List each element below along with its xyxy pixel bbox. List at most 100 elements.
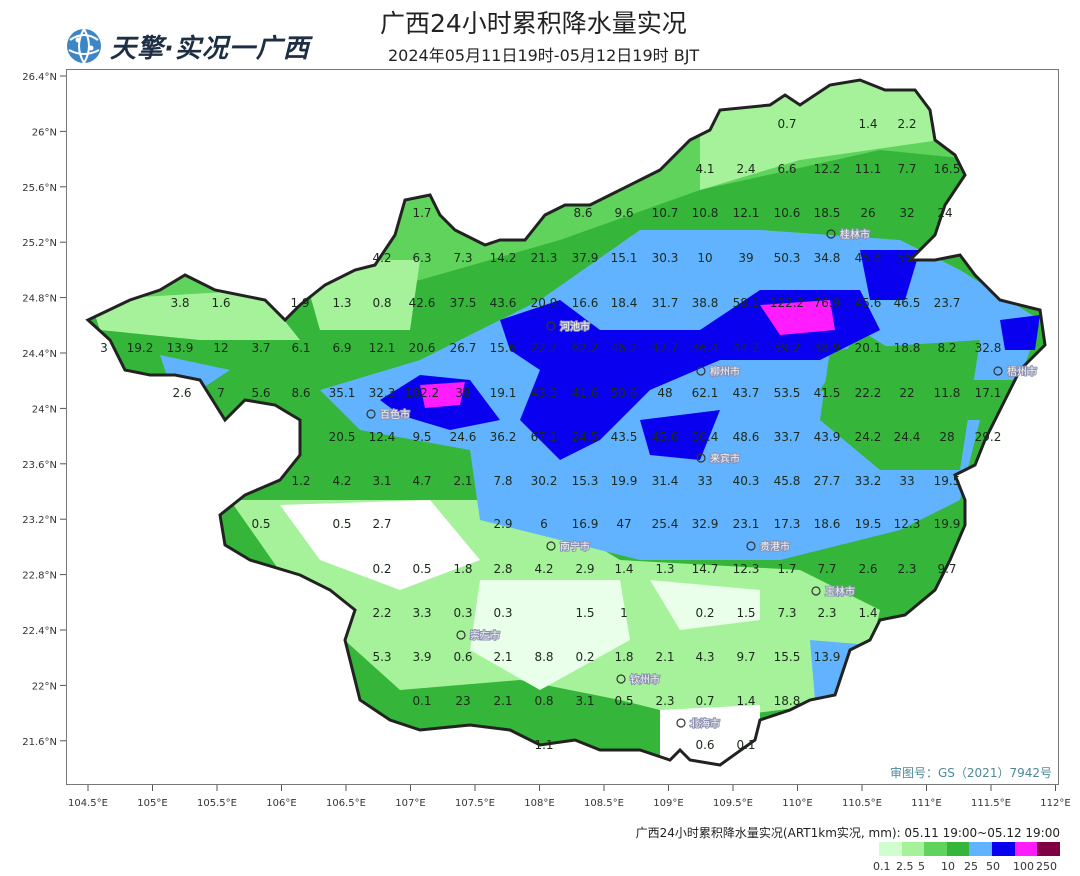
station-value: 26	[860, 206, 875, 220]
legend-label: 0.1	[873, 860, 891, 873]
station-value: 14.7	[692, 562, 719, 576]
station-value: 0.5	[332, 517, 351, 531]
city-label: 河池市	[560, 320, 590, 333]
lat-tick-label: 25.6°N	[22, 183, 57, 194]
lon-tick-label: 110.5°E	[842, 798, 882, 809]
station-value: 32.3	[369, 386, 396, 400]
city-marker-icon	[616, 674, 626, 684]
station-value: 45.8	[855, 251, 882, 265]
lat-tick-label: 25.2°N	[22, 238, 57, 249]
station-value: 24	[937, 206, 952, 220]
station-value: 9.7	[937, 562, 956, 576]
station-value: 8.6	[291, 386, 310, 400]
station-value: 48	[657, 386, 672, 400]
station-value: 23.7	[934, 296, 961, 310]
lon-tick-label: 111.5°E	[971, 798, 1011, 809]
lon-tick-label: 106°E	[266, 798, 296, 809]
legend-label: 100	[1013, 860, 1034, 873]
station-value: 15.1	[611, 251, 638, 265]
station-value: 19.5	[934, 474, 961, 488]
station-value: 12.4	[369, 430, 396, 444]
city-marker-icon	[456, 630, 466, 640]
station-value: 14.2	[490, 251, 517, 265]
station-value: 1.8	[614, 650, 633, 664]
legend-swatch	[946, 842, 970, 856]
station-value: 1.5	[736, 606, 755, 620]
legend-swatch	[1037, 842, 1060, 856]
station-value: 33	[697, 474, 712, 488]
station-value: 38.8	[692, 296, 719, 310]
station-value: 17.1	[975, 386, 1002, 400]
station-value: 7.3	[453, 251, 472, 265]
color-legend	[879, 842, 1060, 856]
legend-label: 25	[964, 860, 978, 873]
station-value: 32.9	[692, 517, 719, 531]
station-value: 9.6	[614, 206, 633, 220]
station-value: 35.1	[329, 386, 356, 400]
station-value: 32	[899, 206, 914, 220]
station-value: 2.2	[897, 117, 916, 131]
city-label: 北海市	[690, 717, 720, 730]
station-value: 1.4	[858, 606, 877, 620]
station-value: 0.3	[453, 606, 472, 620]
station-value: 2.1	[453, 474, 472, 488]
station-value: 2.4	[736, 162, 755, 176]
station-value: 45.6	[855, 296, 882, 310]
lat-tick-label: 22.8°N	[22, 571, 57, 582]
station-value: 37.9	[572, 251, 599, 265]
lat-tick-label: 23.2°N	[22, 515, 57, 526]
station-value: 7.7	[897, 162, 916, 176]
station-value: 38	[455, 386, 470, 400]
station-value: 45.6	[652, 430, 679, 444]
station-value: 19.1	[490, 386, 517, 400]
station-value: 0.7	[695, 694, 714, 708]
legend-swatch	[901, 842, 925, 856]
legend-swatch	[924, 842, 947, 856]
station-value: 44.2	[733, 341, 760, 355]
station-value: 4.3	[695, 650, 714, 664]
station-value: 6.9	[332, 341, 351, 355]
lon-tick-label: 106.5°E	[326, 798, 366, 809]
logo-text: 天擎·实况一广西	[110, 33, 310, 64]
station-value: 20.5	[329, 430, 356, 444]
station-value: 18.4	[611, 296, 638, 310]
review-number: 审图号：GS（2021）7942号	[890, 766, 1052, 780]
station-value: 2.8	[493, 562, 512, 576]
city-marker-icon	[696, 366, 706, 376]
lon-tick-label: 108°E	[524, 798, 554, 809]
station-value: 2.3	[897, 562, 916, 576]
lat-tick-label: 26.4°N	[22, 72, 57, 83]
station-value: 4.2	[372, 251, 391, 265]
station-value: 15.3	[572, 474, 599, 488]
station-value: 2.3	[817, 606, 836, 620]
station-value: 27.7	[814, 474, 841, 488]
station-value: 13.9	[814, 650, 841, 664]
lon-tick-label: 112°E	[1040, 798, 1070, 809]
station-value: 6	[540, 517, 548, 531]
station-value: 10.6	[774, 206, 801, 220]
station-value: 1.4	[858, 117, 877, 131]
station-value: 1.3	[332, 296, 351, 310]
station-value: 0.2	[575, 650, 594, 664]
station-value: 12.1	[733, 206, 760, 220]
station-value: 1.1	[534, 738, 553, 752]
station-value: 9.7	[736, 650, 755, 664]
station-value: 46.5	[894, 296, 921, 310]
station-value: 24.6	[450, 430, 477, 444]
lon-tick-label: 104.5°E	[68, 798, 108, 809]
city-label: 梧州市	[1007, 365, 1037, 378]
city-label: 崇左市	[470, 629, 500, 642]
station-value: 38.9	[814, 341, 841, 355]
station-value: 36.2	[490, 430, 517, 444]
lon-tick-label: 107°E	[395, 798, 425, 809]
station-value: 10.7	[652, 206, 679, 220]
station-value: 47	[616, 517, 631, 531]
station-value: 3.3	[412, 606, 431, 620]
station-value: 39	[738, 251, 753, 265]
station-value: 46.2	[611, 341, 638, 355]
station-value: 0.3	[493, 606, 512, 620]
station-value: 18.6	[814, 517, 841, 531]
station-value: 26.7	[450, 341, 477, 355]
station-value: 30.3	[652, 251, 679, 265]
station-value: 1.4	[736, 694, 755, 708]
